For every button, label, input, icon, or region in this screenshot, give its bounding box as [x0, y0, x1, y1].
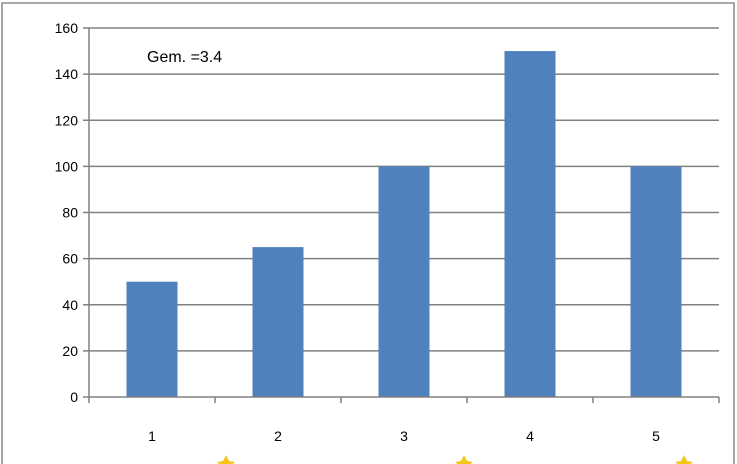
y-tick-label: 140	[55, 66, 79, 82]
y-tick-label: 120	[55, 112, 79, 128]
bar	[630, 166, 682, 397]
bar	[378, 166, 430, 397]
y-tick-labels: 0 20 40 60 80 100 120 140 160	[55, 20, 79, 405]
x-tick-label: 5	[652, 428, 660, 444]
y-tick-label: 160	[55, 20, 79, 36]
x-tick-labels: 1 2 3 4 5	[148, 428, 660, 444]
bar	[252, 247, 304, 397]
bar	[126, 281, 178, 397]
star-icon	[217, 455, 235, 464]
bars	[126, 51, 682, 397]
average-annotation: Gem. =3.4	[147, 49, 222, 66]
axes	[83, 27, 720, 403]
y-tick-label: 40	[62, 297, 78, 313]
y-tick-label: 100	[55, 158, 79, 174]
x-tick-label: 2	[274, 428, 282, 444]
y-tick-label: 20	[62, 343, 78, 359]
star-decorations	[217, 455, 693, 464]
x-tick-label: 4	[526, 428, 534, 444]
y-tick-label: 0	[70, 389, 78, 405]
y-tick-label: 80	[62, 205, 78, 221]
star-icon	[455, 455, 473, 464]
bar	[504, 51, 556, 397]
y-tick-label: 60	[62, 251, 78, 267]
star-icon	[675, 455, 693, 464]
x-tick-label: 1	[148, 428, 156, 444]
x-tick-label: 3	[400, 428, 408, 444]
